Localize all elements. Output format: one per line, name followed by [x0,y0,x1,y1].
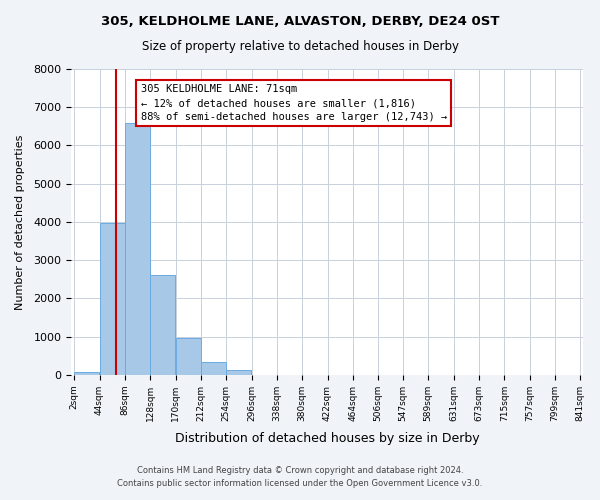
Text: 305, KELDHOLME LANE, ALVASTON, DERBY, DE24 0ST: 305, KELDHOLME LANE, ALVASTON, DERBY, DE… [101,15,499,28]
Bar [176,338,200,375]
Bar [226,370,251,375]
Y-axis label: Number of detached properties: Number of detached properties [15,134,25,310]
Text: Contains HM Land Registry data © Crown copyright and database right 2024.
Contai: Contains HM Land Registry data © Crown c… [118,466,482,487]
Bar [100,222,125,375]
X-axis label: Distribution of detached houses by size in Derby: Distribution of detached houses by size … [175,432,479,445]
Bar [151,274,175,375]
Bar [201,362,226,375]
Text: 305 KELDHOLME LANE: 71sqm
← 12% of detached houses are smaller (1,816)
88% of se: 305 KELDHOLME LANE: 71sqm ← 12% of detac… [140,84,447,122]
Text: Size of property relative to detached houses in Derby: Size of property relative to detached ho… [142,40,458,53]
Bar [74,372,99,375]
Bar [125,124,150,375]
